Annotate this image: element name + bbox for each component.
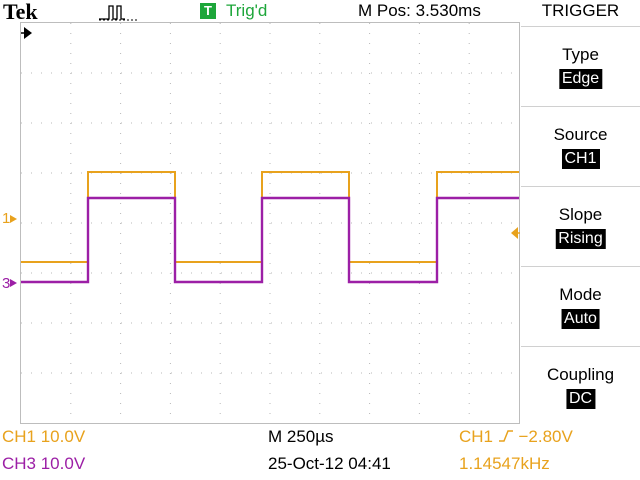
trigger-status-text: Trig'd [226,1,268,20]
ch1-scale-readout: CH1 10.0V [2,427,86,446]
ch1-marker: 1 [2,210,10,227]
menu-mode-button[interactable]: Mode Auto [521,266,640,346]
menu-coupling-button[interactable]: Coupling DC [521,346,640,426]
trigger-level-readout: −2.80V [518,427,573,446]
ch3-trace [21,196,519,284]
rising-edge-icon [498,430,513,442]
menu-type-button[interactable]: Type Edge [521,26,640,106]
menu-type-label: Type [562,45,599,64]
trigger-readout: CH1 −2.80V [459,427,573,447]
pulse-waveform-icon [99,5,137,21]
menu-coupling-value: DC [565,389,596,409]
graticule-grid [21,23,519,423]
menu-title: TRIGGER [541,1,620,20]
trigger-status-badge: T [200,3,216,19]
status-bar: Tek T Trig'd M Pos: 3.530ms [0,0,520,24]
timebase-readout: M 250µs [268,427,334,446]
menu-source-button[interactable]: Source CH1 [521,106,640,186]
frequency-readout: 1.14547kHz [459,454,550,473]
menu-source-value: CH1 [561,149,600,169]
menu-coupling-label: Coupling [546,365,615,384]
datetime-readout: 25-Oct-12 04:41 [268,454,391,473]
graticule-border [20,22,520,424]
menu-type-value: Edge [558,69,603,89]
trigger-source-readout: CH1 [459,427,494,446]
menu-slope-value: Rising [555,229,606,249]
main-position-readout: M Pos: 3.530ms [358,1,481,20]
ch1-trace [21,171,519,263]
menu-mode-value: Auto [561,309,600,329]
brand-logo: Tek [3,0,38,24]
trigger-menu: TRIGGER Type Edge Source CH1 Slope Risin… [521,0,640,422]
menu-slope-button[interactable]: Slope Rising [521,186,640,266]
menu-source-label: Source [553,125,608,144]
ch3-marker: 3 [2,275,10,292]
menu-mode-label: Mode [559,285,602,304]
waveform-display: 1 3 [2,22,520,424]
ch3-scale-readout: CH3 10.0V [2,454,86,473]
menu-slope-label: Slope [558,205,603,224]
